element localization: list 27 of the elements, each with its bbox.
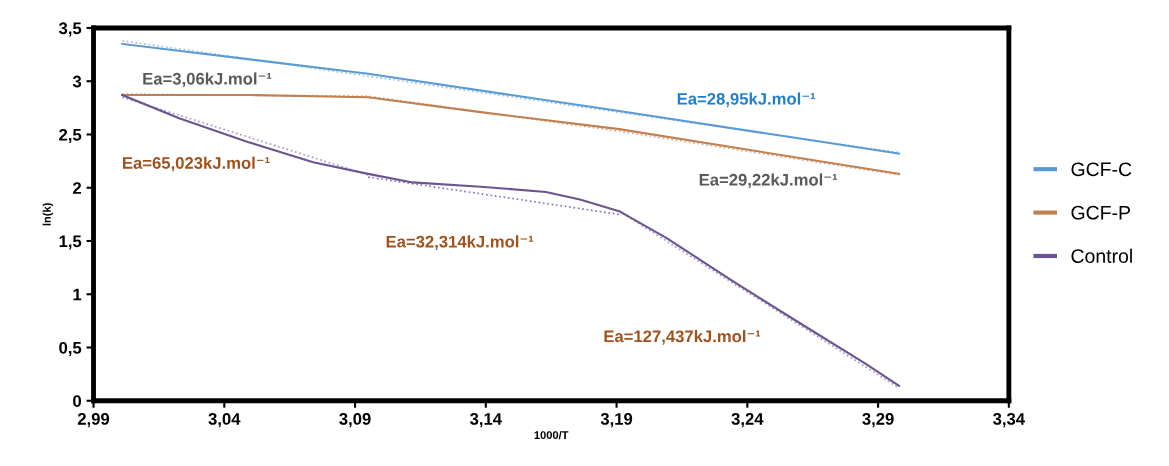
legend-label: Control: [1071, 248, 1132, 263]
y-tick-label: 3,5: [58, 22, 82, 37]
x-tick-label: 2,99: [77, 413, 110, 428]
annotation: Ea=3,06kJ.mol⁻¹: [143, 72, 272, 88]
y-tick-label: 1,5: [59, 235, 82, 250]
x-tick-label: 3,19: [600, 413, 633, 428]
legend-label: GCF-C: [1071, 162, 1132, 177]
x-axis-title: 1000/T: [534, 430, 569, 440]
x-tick-label: 3,04: [208, 413, 241, 428]
y-tick-label: 2: [73, 182, 82, 194]
x-tick-label: 3,24: [731, 413, 764, 428]
annotation: Ea=127,437kJ.mol⁻¹: [604, 329, 761, 345]
y-tick-label: 1: [73, 288, 82, 301]
annotation: Ea=29,22kJ.mol⁻¹: [699, 173, 838, 189]
x-tick-label: 3,14: [469, 413, 502, 428]
annotation: Ea=32,314kJ.mol⁻¹: [386, 235, 534, 250]
y-tick-label: 2,5: [59, 128, 82, 144]
y-tick-label: 3: [72, 75, 82, 88]
x-tick-label: 3,09: [339, 413, 371, 428]
y-tick-label: 0: [73, 395, 82, 407]
annotation: Ea=28,95kJ.mol⁻¹: [677, 92, 816, 108]
x-tick-label: 3,29: [862, 413, 894, 428]
legend-label: GCF-P: [1071, 205, 1130, 220]
y-axis-title: ln(k): [42, 203, 53, 226]
annotation: Ea=65,023kJ.mol⁻¹: [123, 156, 270, 172]
y-tick-label: 0,5: [59, 341, 82, 357]
x-tick-label: 3,34: [993, 413, 1025, 428]
